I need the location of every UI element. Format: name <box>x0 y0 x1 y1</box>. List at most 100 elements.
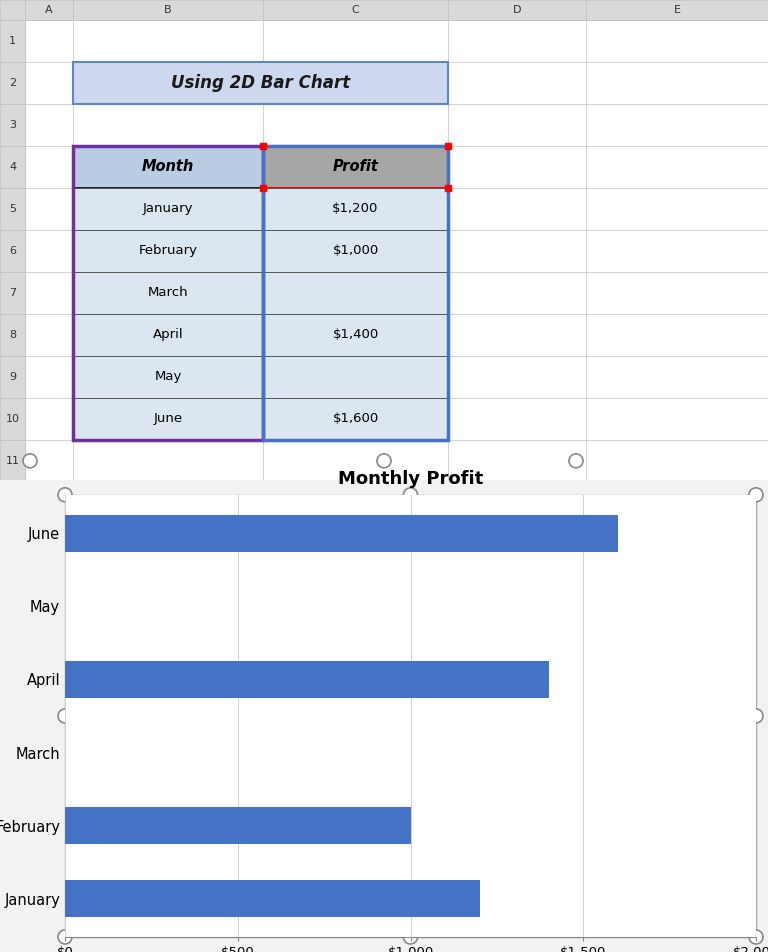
Bar <box>448 398 586 440</box>
Bar <box>586 104 768 146</box>
Bar <box>0 356 25 398</box>
Text: 8: 8 <box>9 329 16 340</box>
Text: 7: 7 <box>9 288 16 298</box>
Bar <box>0 20 25 62</box>
Bar <box>25 146 73 188</box>
Text: D: D <box>513 5 521 15</box>
Bar <box>73 104 263 146</box>
Bar <box>0 146 25 188</box>
Bar <box>586 314 768 356</box>
Bar <box>263 104 448 146</box>
Bar <box>263 188 448 230</box>
Bar <box>25 0 73 20</box>
Text: 6: 6 <box>9 246 16 256</box>
Bar <box>448 146 586 188</box>
Circle shape <box>749 487 763 502</box>
Bar <box>0 440 25 482</box>
Bar <box>448 356 586 398</box>
Bar <box>25 440 73 482</box>
Text: March: March <box>147 287 188 299</box>
Circle shape <box>749 930 763 944</box>
Bar <box>586 20 768 62</box>
Circle shape <box>569 454 583 467</box>
Circle shape <box>58 487 72 502</box>
Bar <box>263 146 448 440</box>
Text: C: C <box>352 5 359 15</box>
Bar <box>73 20 263 62</box>
Bar <box>25 104 73 146</box>
Text: B: B <box>164 5 172 15</box>
Bar <box>263 62 448 104</box>
Circle shape <box>749 709 763 723</box>
Bar <box>448 20 586 62</box>
Bar <box>0 104 25 146</box>
Bar <box>73 356 263 398</box>
Bar <box>586 0 768 20</box>
Bar <box>73 314 263 356</box>
Text: 2: 2 <box>9 78 16 88</box>
Bar <box>0 0 25 20</box>
Bar <box>73 188 263 230</box>
Bar <box>25 20 73 62</box>
Text: 1: 1 <box>9 36 16 46</box>
Bar <box>73 440 263 482</box>
Bar <box>73 146 263 188</box>
Bar <box>73 146 263 440</box>
Bar <box>73 398 263 440</box>
Bar <box>586 440 768 482</box>
Bar <box>25 398 73 440</box>
Circle shape <box>58 930 72 944</box>
Bar <box>25 314 73 356</box>
Text: 3: 3 <box>9 120 16 130</box>
Text: $1,200: $1,200 <box>333 203 379 215</box>
Bar <box>73 272 263 314</box>
Bar <box>73 188 263 230</box>
Bar <box>586 398 768 440</box>
Text: A: A <box>45 5 53 15</box>
Bar <box>586 188 768 230</box>
Bar <box>448 272 586 314</box>
Bar <box>65 807 411 843</box>
Text: 11: 11 <box>5 456 19 466</box>
Bar <box>263 146 448 188</box>
Bar <box>25 230 73 272</box>
Text: $1,600: $1,600 <box>333 412 379 426</box>
Text: E: E <box>674 5 680 15</box>
Text: June: June <box>154 412 183 426</box>
Bar <box>65 662 548 698</box>
Text: February: February <box>138 245 197 257</box>
Bar <box>73 62 263 104</box>
Bar <box>73 314 263 356</box>
Bar <box>263 440 448 482</box>
Text: 9: 9 <box>9 372 16 382</box>
Text: Month: Month <box>142 159 194 174</box>
Bar <box>263 230 448 272</box>
Circle shape <box>58 709 72 723</box>
Bar <box>263 230 448 272</box>
Text: 4: 4 <box>9 162 16 172</box>
Bar <box>73 62 448 104</box>
Bar <box>448 188 586 230</box>
Bar <box>263 20 448 62</box>
Bar <box>448 0 586 20</box>
Bar <box>73 230 263 272</box>
Bar <box>586 356 768 398</box>
Bar <box>263 398 448 440</box>
Bar <box>263 146 448 188</box>
Bar <box>65 515 617 551</box>
Bar <box>0 314 25 356</box>
Text: $1,400: $1,400 <box>333 328 379 342</box>
Bar <box>263 272 448 314</box>
Circle shape <box>403 487 418 502</box>
Bar <box>263 314 448 356</box>
Bar <box>448 230 586 272</box>
Bar <box>263 314 448 356</box>
Bar <box>0 272 25 314</box>
Bar <box>586 230 768 272</box>
Text: May: May <box>154 370 182 384</box>
Bar <box>0 230 25 272</box>
Text: Profit: Profit <box>333 159 379 174</box>
Bar <box>586 62 768 104</box>
Bar <box>448 440 586 482</box>
Bar <box>263 356 448 398</box>
